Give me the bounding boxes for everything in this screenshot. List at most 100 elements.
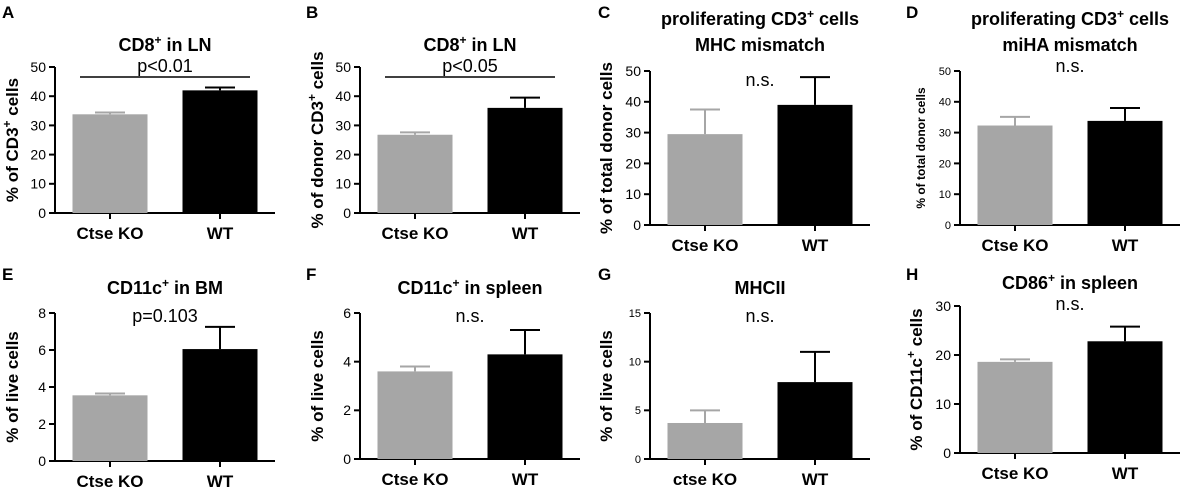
panel-c-ytick-label: 0 — [633, 217, 641, 233]
panel-a-bar-1 — [182, 90, 258, 213]
panel-f-ytick-label: 2 — [343, 402, 351, 418]
panel-f-stat-label: n.s. — [455, 306, 484, 326]
panel-d-category-label: WT — [1112, 236, 1139, 255]
panel-c-ytick-label: 30 — [625, 125, 641, 141]
panel-a-bar-0 — [72, 114, 148, 213]
panel-h: H CD86+ in spleen % of CD11c+ cells 0 10 20 30… — [904, 265, 1180, 483]
panel-d-title-line2: miHA mismatch — [1002, 35, 1137, 55]
panel-c-letter: C — [598, 3, 610, 22]
panel-d-ytick-label: 40 — [939, 97, 951, 109]
panel-e-ytick-label: 2 — [38, 416, 46, 432]
panel-d-ytick-label: 30 — [939, 127, 951, 139]
panel-b-bar-1 — [487, 107, 563, 213]
panel-b-bar-0 — [377, 134, 453, 213]
panel-f-letter: F — [306, 265, 316, 284]
panel-d-ytick-label: 10 — [939, 189, 951, 201]
panel-f-category-label: WT — [512, 470, 539, 489]
panel-f-ytick-label: 4 — [343, 354, 351, 370]
panel-h-bar-1 — [1087, 341, 1163, 453]
panel-g-bar-0 — [667, 422, 743, 459]
panel-a-title: CD8+ in LN — [118, 33, 211, 55]
panel-g-ylabel: % of live cells — [597, 330, 616, 442]
panel-a-category-label: Ctse KO — [76, 224, 143, 243]
panel-b-ytick-label: 40 — [335, 88, 351, 104]
panel-g: G MHCII % of live cells 0 5 10 15 ctse KO WT n.s. — [597, 265, 870, 489]
panel-c-stat-label: n.s. — [745, 70, 774, 90]
panel-h-letter: H — [906, 265, 918, 284]
panel-d-bar-0 — [977, 125, 1053, 225]
panel-g-stat-label: n.s. — [745, 306, 774, 326]
panel-c-ytick-label: 10 — [625, 186, 641, 202]
panel-g-ytick-label: 0 — [635, 454, 641, 466]
panel-b-stat-label: p<0.05 — [442, 56, 498, 76]
panel-a-ytick-label: 10 — [30, 176, 46, 192]
panel-c-bar-0 — [667, 134, 743, 225]
panel-e-stat-label: p=0.103 — [132, 306, 198, 326]
panel-b-category-label: WT — [512, 224, 539, 243]
panel-c-title: proliferating CD3+ cells — [661, 7, 859, 29]
panel-d-ylabel: % of total donor cells — [914, 87, 928, 209]
panel-b-ytick-label: 50 — [335, 59, 351, 75]
panel-f: F CD11c+ in spleen % of live cells 0 2 4 6 Ctse… — [306, 265, 580, 489]
panel-h-stat-label: n.s. — [1055, 294, 1084, 314]
panel-f-ylabel: % of live cells — [308, 330, 327, 442]
panel-e-bar-1 — [182, 349, 258, 461]
panel-e-ylabel: % of live cells — [3, 331, 22, 443]
panel-h-ytick-label: 20 — [935, 347, 951, 363]
panel-h-ytick-label: 10 — [935, 396, 951, 412]
panel-c-ylabel: % of total donor cells — [597, 62, 616, 234]
panel-d-bar-1 — [1087, 120, 1163, 225]
panel-g-bar-1 — [777, 382, 853, 459]
panel-b-ylabel: % of donor CD3+ cells — [305, 51, 327, 228]
panel-a-ylabel: % of CD3+ cells — [0, 78, 22, 202]
panel-e-ytick-label: 8 — [38, 305, 46, 321]
panel-d-ytick-label: 50 — [939, 66, 951, 78]
panel-f-ytick-label: 0 — [343, 451, 351, 467]
panel-a: A CD8+ in LN % of CD3+ cells 0 10 20 30 40 50 Cts… — [0, 3, 275, 243]
panel-c-title-line2: MHC mismatch — [695, 35, 825, 55]
panel-e-category-label: Ctse KO — [76, 472, 143, 491]
panel-b-letter: B — [306, 3, 318, 22]
panel-g-category-label: ctse KO — [673, 470, 737, 489]
panel-h-ytick-label: 30 — [935, 298, 951, 314]
panel-h-title: CD86+ in spleen — [1002, 271, 1138, 293]
panel-d-stat-label: n.s. — [1055, 56, 1084, 76]
panel-f-bar-1 — [487, 354, 563, 459]
panel-c-category-label: WT — [802, 236, 829, 255]
panel-e-letter: E — [2, 265, 13, 284]
panel-e-ytick-label: 4 — [38, 379, 46, 395]
panel-c-bar-1 — [777, 104, 853, 225]
panel-f-bar-0 — [377, 371, 453, 459]
panel-b-title: CD8+ in LN — [423, 33, 516, 55]
panel-c-category-label: Ctse KO — [671, 236, 738, 255]
panel-b-ytick-label: 10 — [335, 176, 351, 192]
panel-a-letter: A — [2, 3, 14, 22]
panel-h-bar-0 — [977, 361, 1053, 453]
panel-g-ytick-label: 5 — [635, 405, 641, 417]
panel-d-title: proliferating CD3+ cells — [971, 7, 1169, 29]
panel-g-category-label: WT — [802, 470, 829, 489]
panel-h-ytick-label: 0 — [943, 445, 951, 461]
panel-c-ytick-label: 40 — [625, 94, 641, 110]
panel-a-ytick-label: 40 — [30, 88, 46, 104]
panel-e-category-label: WT — [207, 472, 234, 491]
panel-b-ytick-label: 20 — [335, 147, 351, 163]
panel-b-ytick-label: 0 — [343, 205, 351, 221]
panel-f-ytick-label: 6 — [343, 305, 351, 321]
panel-g-ytick-label: 15 — [629, 308, 641, 320]
panel-e-ytick-label: 0 — [38, 453, 46, 469]
panel-e: E CD11c+ in BM % of live cells 0 2 4 6 8 Ctse KO… — [2, 265, 275, 491]
panel-a-category-label: WT — [207, 224, 234, 243]
panel-c-ytick-label: 50 — [625, 63, 641, 79]
panel-a-ytick-label: 50 — [30, 59, 46, 75]
panel-a-ytick-label: 30 — [30, 117, 46, 133]
panel-a-ytick-label: 20 — [30, 147, 46, 163]
panel-h-ylabel: % of CD11c+ cells — [904, 308, 926, 450]
panel-h-category-label: WT — [1112, 464, 1139, 483]
panel-g-title: MHCII — [735, 278, 786, 298]
panel-e-title: CD11c+ in BM — [107, 276, 223, 298]
panel-d-letter: D — [906, 3, 918, 22]
panel-h-category-label: Ctse KO — [981, 464, 1048, 483]
